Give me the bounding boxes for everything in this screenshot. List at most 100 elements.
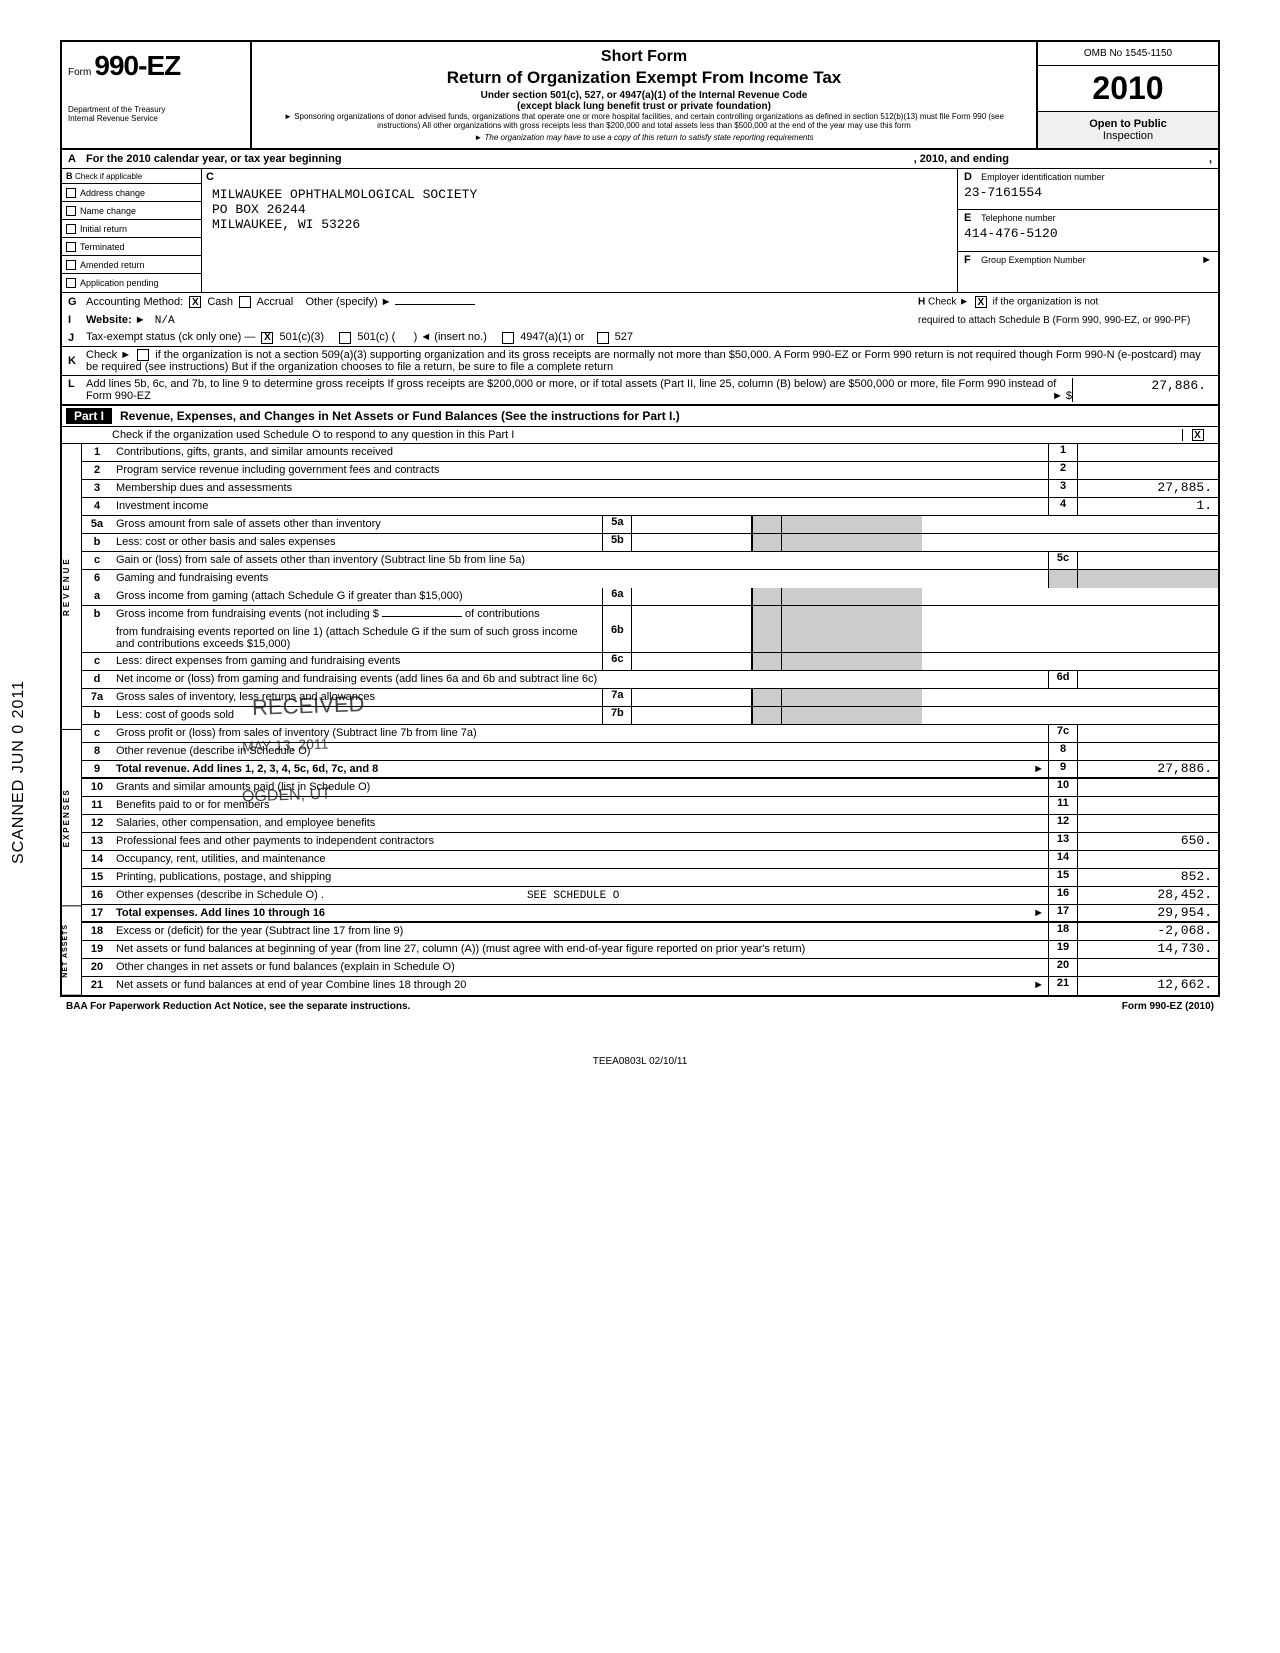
line-6c: c Less: direct expenses from gaming and … [82, 653, 1218, 671]
part1-body: REVENUE EXPENSES NET ASSETS 1 Contributi… [62, 444, 1218, 995]
row-j: J Tax-exempt status (ck only one) — X 50… [62, 329, 1218, 347]
row-l-content: Add lines 5b, 6c, and 7b, to line 9 to d… [86, 378, 1072, 402]
line-10: 10 Grants and similar amounts paid (list… [82, 779, 1218, 797]
footer-form: Form 990-EZ (2010) [1122, 1001, 1214, 1012]
phone-box: E Telephone number 414-476-5120 [958, 210, 1218, 251]
footer-baa: BAA For Paperwork Reduction Act Notice, … [66, 1001, 1122, 1012]
line-6: 6 Gaming and fundraising events [82, 570, 1218, 588]
info-section: B Check if applicable Address change Nam… [62, 169, 1218, 293]
line-6a: a Gross income from gaming (attach Sched… [82, 588, 1218, 606]
row-i-content: Website: ► N/A [86, 314, 912, 327]
letter-f: F [964, 254, 978, 266]
line-17: 17 Total expenses. Add lines 10 through … [82, 905, 1218, 923]
line-13: 13 Professional fees and other payments … [82, 833, 1218, 851]
checkbox-cash[interactable]: X [189, 296, 201, 308]
line-16: 16 Other expenses (describe in Schedule … [82, 887, 1218, 905]
letter-c: C [206, 171, 214, 183]
scanned-stamp: SCANNED JUN 0 2011 [10, 680, 28, 864]
check-terminated[interactable]: Terminated [62, 238, 201, 256]
line-21: 21 Net assets or fund balances at end of… [82, 977, 1218, 995]
row-k: K Check ► if the organization is not a s… [62, 347, 1218, 376]
group-exemption-box: F Group Exemption Number ► [958, 252, 1218, 292]
sponsor-note: ► Sponsoring organizations of donor advi… [262, 113, 1026, 131]
line-19: 19 Net assets or fund balances at beginn… [82, 941, 1218, 959]
col-d: D Employer identification number 23-7161… [958, 169, 1218, 292]
line-2: 2 Program service revenue including gove… [82, 462, 1218, 480]
short-form-title: Short Form [262, 48, 1026, 66]
checkbox-icon [66, 260, 76, 270]
title-box: Short Form Return of Organization Exempt… [252, 42, 1038, 148]
subtitle: Under section 501(c), 527, or 4947(a)(1)… [262, 90, 1026, 101]
side-labels: REVENUE EXPENSES NET ASSETS [62, 444, 82, 995]
line-5b: b Less: cost or other basis and sales ex… [82, 534, 1218, 552]
line-20: 20 Other changes in net assets or fund b… [82, 959, 1218, 977]
expenses-label: EXPENSES [62, 730, 81, 906]
phone-label: Telephone number [981, 213, 1056, 223]
part1-title: Revenue, Expenses, and Changes in Net As… [120, 409, 680, 423]
group-exemption-label: Group Exemption Number [981, 255, 1086, 265]
revenue-label: REVENUE [62, 444, 81, 730]
line-6d: d Net income or (loss) from gaming and f… [82, 671, 1218, 689]
row-h-note2: required to attach Schedule B (Form 990,… [912, 315, 1212, 326]
checkbox-accrual[interactable] [239, 296, 251, 308]
letter-j: J [68, 332, 86, 344]
return-title: Return of Organization Exempt From Incom… [262, 68, 1026, 88]
checkbox-527[interactable] [597, 332, 609, 344]
part1-header: Part I Revenue, Expenses, and Changes in… [62, 406, 1218, 427]
checkbox-icon [66, 188, 76, 198]
checkbox-icon [66, 278, 76, 288]
check-amended[interactable]: Amended return [62, 256, 201, 274]
line-18: 18 Excess or (deficit) for the year (Sub… [82, 923, 1218, 941]
row-g-content: Accounting Method: X Cash Accrual Other … [86, 296, 912, 308]
form-prefix: Form [68, 67, 91, 78]
footer: BAA For Paperwork Reduction Act Notice, … [60, 997, 1220, 1016]
schedule-o-row: Check if the organization used Schedule … [62, 427, 1218, 444]
schedule-o-text: Check if the organization used Schedule … [112, 429, 1182, 441]
letter-g: G [68, 296, 86, 308]
letter-b: B [66, 171, 73, 181]
checkbox-icon [66, 206, 76, 216]
line-7a: 7a Gross sales of inventory, less return… [82, 689, 1218, 707]
line-5a: 5a Gross amount from sale of assets othe… [82, 516, 1218, 534]
line-7c: c Gross profit or (loss) from sales of i… [82, 725, 1218, 743]
form-number: 990-EZ [94, 50, 180, 81]
row-j-content: Tax-exempt status (ck only one) — X 501(… [86, 331, 1212, 343]
checkbox-501c3[interactable]: X [261, 332, 273, 344]
org-addr1: PO BOX 26244 [212, 202, 951, 217]
checkbox-k[interactable] [137, 349, 149, 361]
line-12: 12 Salaries, other compensation, and emp… [82, 815, 1218, 833]
netassets-label: NET ASSETS [62, 907, 81, 996]
checkbox-icon [66, 242, 76, 252]
col-c: C MILWAUKEE OPHTHALMOLOGICAL SOCIETY PO … [202, 169, 958, 292]
row-a-text3: , [1209, 153, 1212, 165]
ein-box: D Employer identification number 23-7161… [958, 169, 1218, 210]
check-name-change[interactable]: Name change [62, 202, 201, 220]
row-a-text2: , 2010, and ending [914, 153, 1009, 165]
check-applicable: Check if applicable [75, 172, 142, 181]
omb-number: OMB No 1545-1150 [1038, 42, 1218, 66]
schedule-o-check[interactable]: X [1182, 429, 1212, 441]
row-g: G Accounting Method: X Cash Accrual Othe… [62, 293, 1218, 311]
open-public-label: Open to Public [1042, 118, 1214, 130]
tax-year: 2010 [1038, 66, 1218, 112]
letter-i: I [68, 314, 86, 326]
checkbox-501c[interactable] [339, 332, 351, 344]
letter-k: K [68, 355, 86, 367]
line-3: 3 Membership dues and assessments 3 27,8… [82, 480, 1218, 498]
org-name: MILWAUKEE OPHTHALMOLOGICAL SOCIETY [212, 187, 951, 202]
row-a-text1: For the 2010 calendar year, or tax year … [86, 153, 342, 165]
line-6b-1: b Gross income from fundraising events (… [82, 606, 1218, 624]
line-1: 1 Contributions, gifts, grants, and simi… [82, 444, 1218, 462]
line-6b-2: from fundraising events reported on line… [82, 624, 1218, 653]
checkbox-4947[interactable] [502, 332, 514, 344]
part1-label: Part I [66, 408, 112, 424]
checkbox-h[interactable]: X [975, 296, 987, 308]
check-address-change[interactable]: Address change [62, 184, 201, 202]
paren-text: (except black lung benefit trust or priv… [262, 101, 1026, 112]
letter-d: D [964, 171, 978, 183]
org-addr2: MILWAUKEE, WI 53226 [212, 217, 951, 232]
check-initial-return[interactable]: Initial return [62, 220, 201, 238]
arrow-icon: ► [1201, 254, 1212, 266]
ein-label: Employer identification number [981, 172, 1105, 182]
check-pending[interactable]: Application pending [62, 274, 201, 292]
